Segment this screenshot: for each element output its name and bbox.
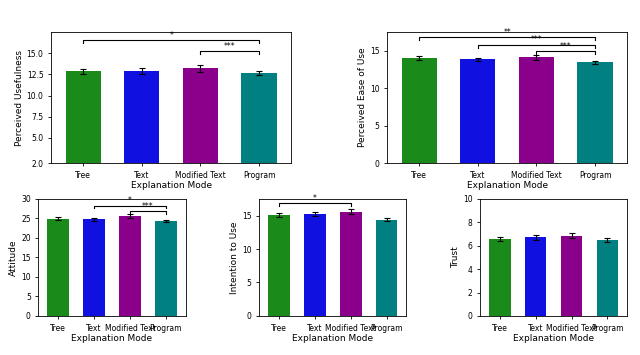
Bar [376,219,397,316]
Text: ***: *** [560,42,572,51]
X-axis label: Explanation Mode: Explanation Mode [467,181,548,190]
Text: *: * [169,31,173,40]
Bar [268,215,290,316]
Y-axis label: Intention to Use: Intention to Use [230,221,239,294]
Bar [596,240,618,316]
X-axis label: Explanation Mode: Explanation Mode [131,181,212,190]
Bar [66,71,101,180]
Text: ***: *** [224,42,236,51]
X-axis label: Explanation Mode: Explanation Mode [72,334,152,343]
Bar [47,219,69,316]
Bar [183,69,218,180]
Bar [402,58,437,163]
Bar [241,73,276,180]
Y-axis label: Perceived Usefulness: Perceived Usefulness [15,50,24,146]
Text: **: ** [503,28,511,37]
Text: *: * [313,194,317,203]
Bar [155,221,177,316]
Bar [525,237,547,316]
Y-axis label: Trust: Trust [451,246,460,268]
Bar [83,219,105,316]
Bar [119,216,141,316]
Y-axis label: Perceived Ease of Use: Perceived Ease of Use [358,48,367,147]
Y-axis label: Attitude: Attitude [9,239,18,276]
Bar [304,214,326,316]
Text: ***: *** [142,202,154,211]
Bar [519,58,554,163]
X-axis label: Explanation Mode: Explanation Mode [513,334,594,343]
X-axis label: Explanation Mode: Explanation Mode [292,334,373,343]
Bar [124,71,159,180]
Text: ***: *** [531,35,542,44]
Bar [460,59,495,163]
Bar [489,239,511,316]
Bar [561,236,582,316]
Bar [340,212,362,316]
Text: *: * [128,196,132,205]
Text: (a): (a) [161,226,181,240]
Bar [577,62,612,163]
Text: (b): (b) [497,226,517,240]
